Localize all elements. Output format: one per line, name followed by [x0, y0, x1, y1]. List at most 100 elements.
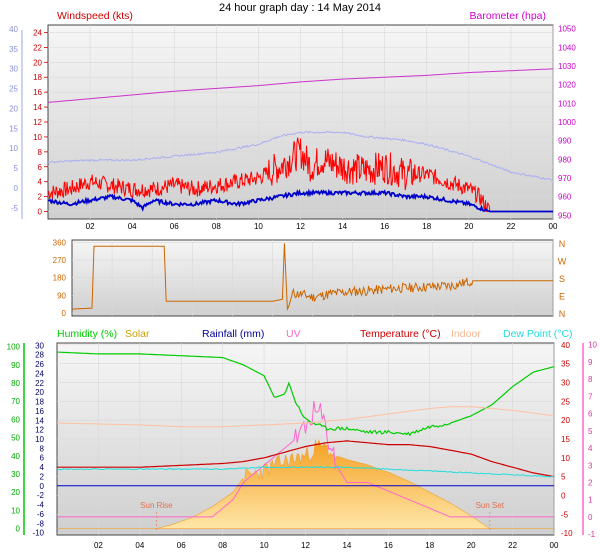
temperature-tick: -10 — [561, 529, 573, 538]
apparent-tick: 25 — [9, 85, 18, 94]
apparent-tick: 35 — [9, 45, 18, 54]
wind-series — [47, 68, 554, 213]
uv-tick: 0 — [588, 513, 593, 522]
legend-entry: UV — [286, 328, 301, 340]
rainfall-tick: -4 — [37, 501, 45, 510]
direction-tick: 360 — [53, 238, 67, 247]
direction-tick: 270 — [53, 256, 67, 265]
barometer-tick: 1000 — [558, 118, 576, 127]
temperature-tick: 10 — [561, 454, 570, 463]
series-indoor — [57, 406, 555, 428]
uv-tick: 9 — [588, 358, 593, 367]
time-tick: 02 — [86, 222, 95, 231]
legend-entry: Solar — [125, 328, 150, 340]
temperature-series — [56, 351, 555, 529]
rainfall-tick: 0 — [40, 482, 45, 491]
wind-barometer-panel: 24 hour graph day : 14 May 2014 Windspee… — [9, 2, 576, 231]
time-tick: 10 — [254, 222, 263, 231]
time-tick: 16 — [384, 541, 393, 550]
time-tick: 10 — [260, 541, 269, 550]
sun-label: Sun Set — [476, 501, 505, 510]
windspeed-axis-label: Windspeed (kts) — [57, 10, 133, 22]
rainfall-tick: 10 — [35, 435, 44, 444]
rainfall-tick: 4 — [40, 463, 45, 472]
temperature-tick: 40 — [561, 341, 570, 350]
time-tick: 14 — [338, 222, 347, 231]
rainfall-tick: 26 — [35, 360, 44, 369]
rainfall-tick: 20 — [35, 388, 44, 397]
barometer-axis-label: Barometer (hpa) — [470, 10, 546, 22]
time-tick: 12 — [296, 222, 305, 231]
barometer-tick: 1010 — [558, 99, 576, 108]
temperature-tick: -5 — [561, 510, 569, 519]
uv-tick: 7 — [588, 392, 593, 401]
rainfall-tick: 6 — [40, 454, 45, 463]
series-uv — [57, 400, 554, 518]
wind-time-axis: 02 04 06 08 10 12 14 16 18 20 22 00 — [86, 222, 558, 231]
temperature-tick: 5 — [561, 473, 566, 482]
windspeed-tick: 10 — [33, 133, 42, 142]
rainfall-tick: 12 — [35, 426, 44, 435]
barometer-tick: 990 — [558, 137, 572, 146]
windspeed-tick: 24 — [33, 28, 42, 37]
rainfall-tick: 18 — [35, 398, 44, 407]
time-tick: 16 — [380, 222, 389, 231]
barometer-tick: 960 — [558, 193, 572, 202]
barometer-tick: 1030 — [558, 62, 576, 71]
uv-tick: 8 — [588, 375, 593, 384]
rainfall-tick: -6 — [37, 510, 45, 519]
sun-annotations: Sun Rise Sun Set — [140, 501, 505, 530]
series-gust — [47, 137, 553, 212]
humidity-tick: 60 — [11, 415, 20, 424]
series-apparent — [47, 130, 554, 182]
rainfall-tick: -10 — [32, 529, 44, 538]
humidity-tick: 20 — [11, 488, 20, 497]
windspeed-tick: 6 — [38, 163, 43, 172]
apparent-tick: 40 — [9, 25, 18, 34]
direction-tick: 180 — [53, 274, 67, 283]
rainfall-tick: 14 — [35, 416, 44, 425]
time-tick: 04 — [128, 222, 137, 231]
series-barometer-hpa — [47, 68, 554, 103]
apparent-tick: 10 — [9, 144, 18, 153]
time-tick: 00 — [550, 541, 559, 550]
barometer-axis-ticks: 950 960 970 980 990 1000 1010 1020 1030 1040 1050 — [558, 25, 576, 221]
sun-label: Sun Rise — [140, 501, 173, 510]
uv-tick: 6 — [588, 410, 593, 419]
series-dew-point-c — [56, 466, 555, 478]
time-tick: 04 — [135, 541, 144, 550]
apparent-tick: 5 — [14, 164, 19, 173]
direction-degree-ticks: 0 90 180 270 360 — [53, 238, 67, 318]
temperature-axis-ticks: -10 -5 0 5 10 15 20 25 30 35 40 — [561, 341, 573, 538]
humidity-tick: 70 — [11, 397, 20, 406]
humidity-tick: 0 — [16, 525, 21, 534]
rainfall-tick: 8 — [40, 444, 45, 453]
series-wind-direction — [72, 243, 553, 312]
windspeed-tick: 0 — [38, 208, 43, 217]
compass-tick: N — [559, 309, 566, 319]
humidity-axis-ticks: 0 10 20 30 40 50 60 70 80 90 100 — [7, 343, 21, 534]
series-temperature-c — [57, 440, 555, 478]
time-tick: 18 — [422, 222, 431, 231]
time-tick: 20 — [464, 222, 473, 231]
rainfall-tick: 24 — [35, 369, 44, 378]
barometer-tick: 950 — [558, 211, 572, 220]
legend-entry: Rainfall (mm) — [202, 328, 264, 340]
windspeed-tick: 16 — [33, 88, 42, 97]
humidity-tick: 80 — [11, 379, 20, 388]
apparent-tick: -5 — [11, 204, 19, 213]
compass-tick: W — [558, 257, 567, 267]
barometer-tick: 1050 — [558, 25, 576, 34]
legend-entry: Indoor — [451, 328, 481, 340]
windspeed-tick: 22 — [33, 43, 42, 52]
chart-title: 24 hour graph day : 14 May 2014 — [219, 2, 381, 14]
compass-tick: N — [559, 239, 566, 249]
windspeed-tick: 18 — [33, 73, 42, 82]
time-tick: 22 — [506, 222, 515, 231]
direction-gridlines — [72, 240, 554, 316]
humidity-tick: 40 — [11, 452, 20, 461]
windspeed-tick: 8 — [38, 148, 43, 157]
